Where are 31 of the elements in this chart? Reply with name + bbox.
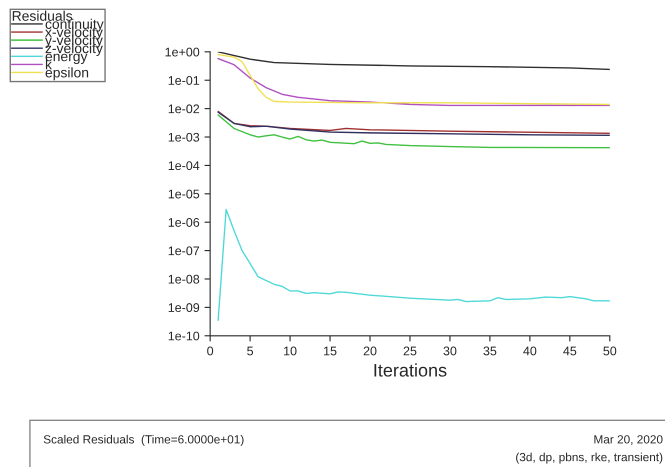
y-tick-label: 1e-04: [168, 161, 200, 170]
text: Mar 20, 2020: [594, 435, 663, 445]
x-tick-label: 35: [483, 346, 496, 356]
y-tick-label: 1e-05: [168, 190, 200, 198]
y-tick-label: 1e-06: [168, 218, 200, 227]
x-tick-label: 25: [404, 346, 416, 356]
line-series: [217, 114, 610, 148]
y-tick-label: 1e-03: [168, 132, 200, 142]
legend-label: epsilon: [46, 67, 88, 80]
x-tick-label: 40: [523, 346, 536, 356]
text: (3d, dp, pbns, rke, transient): [516, 452, 662, 464]
y-tick-label: 1e-08: [168, 274, 200, 284]
x-tick-label: 0: [207, 346, 214, 356]
x-tick-label: 50: [603, 346, 616, 356]
x-tick-label: 15: [324, 346, 336, 356]
line-series: [217, 52, 610, 70]
x-tick-label: 5: [247, 346, 254, 356]
y-tick-label: 1e+00: [166, 48, 200, 56]
x-tick-label: 30: [443, 346, 456, 356]
y-tick-label: 1e-02: [168, 104, 200, 114]
x-tick-label: 45: [563, 346, 576, 356]
text: Scaled Residuals (Time=6.0000e+01): [44, 434, 244, 446]
y-tick-label: 1e-10: [168, 332, 200, 340]
y-tick-label: 1e-01: [168, 76, 200, 85]
x-axis-title: Iterations: [374, 363, 446, 377]
line-series: [217, 208, 610, 322]
x-tick-label: 20: [364, 346, 376, 356]
legend-title: Residuals: [12, 10, 72, 21]
x-tick-label: 10: [284, 346, 297, 356]
y-tick-label: 1e-07: [168, 246, 200, 256]
y-tick-label: 1e-09: [168, 303, 200, 312]
